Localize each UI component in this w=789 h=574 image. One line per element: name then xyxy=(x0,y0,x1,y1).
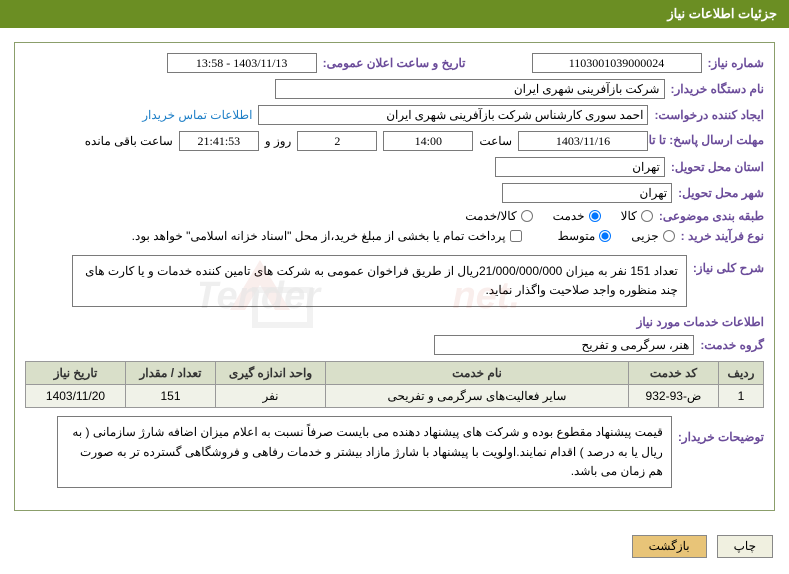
deadline-label: مهلت ارسال پاسخ: تا تاریخ: xyxy=(654,133,764,149)
service-group-field xyxy=(434,335,694,355)
proc-partial-radio[interactable] xyxy=(663,230,675,242)
buyer-org-label: نام دستگاه خریدار: xyxy=(671,82,765,96)
cat-both-option[interactable]: کالا/خدمت xyxy=(465,209,532,223)
cat-both-radio[interactable] xyxy=(521,210,533,222)
deadline-time-field xyxy=(383,131,473,151)
requester-field xyxy=(258,105,648,125)
buyer-contact-link[interactable]: اطلاعات تماس خریدار xyxy=(142,108,252,122)
public-date-label: تاریخ و ساعت اعلان عمومی: xyxy=(323,56,466,70)
proc-partial-option[interactable]: جزیی xyxy=(631,229,674,243)
td-unit: نفر xyxy=(216,385,326,408)
buyer-notes-label: توضیحات خریدار: xyxy=(678,430,764,444)
payment-checkbox[interactable] xyxy=(510,230,522,242)
td-code: ض-93-932 xyxy=(629,385,719,408)
deadline-date-field xyxy=(518,131,648,151)
table-row: 1 ض-93-932 سایر فعالیت‌های سرگرمی و تفری… xyxy=(26,385,764,408)
th-code: کد خدمت xyxy=(629,362,719,385)
services-table: ردیف کد خدمت نام خدمت واحد اندازه گیری ت… xyxy=(25,361,764,408)
buyer-org-field xyxy=(275,79,665,99)
province-field xyxy=(495,157,665,177)
cat-service-option[interactable]: خدمت xyxy=(553,209,601,223)
th-name: نام خدمت xyxy=(326,362,629,385)
time-label: ساعت xyxy=(479,134,512,148)
cat-service-radio[interactable] xyxy=(589,210,601,222)
time-remaining-field xyxy=(179,131,259,151)
need-number-label: شماره نیاز: xyxy=(708,56,764,70)
button-bar: چاپ بازگشت xyxy=(0,525,789,574)
cat-goods-radio[interactable] xyxy=(641,210,653,222)
td-qty: 151 xyxy=(126,385,216,408)
table-header-row: ردیف کد خدمت نام خدمت واحد اندازه گیری ت… xyxy=(26,362,764,385)
th-date: تاریخ نیاز xyxy=(26,362,126,385)
city-field xyxy=(502,183,672,203)
header-title: جزئیات اطلاعات نیاز xyxy=(667,6,777,21)
requester-label: ایجاد کننده درخواست: xyxy=(654,108,764,122)
proc-medium-radio[interactable] xyxy=(599,230,611,242)
th-qty: تعداد / مقدار xyxy=(126,362,216,385)
process-radio-group: جزیی متوسط xyxy=(558,229,675,243)
cat-goods-option[interactable]: کالا xyxy=(621,209,653,223)
category-label: طبقه بندی موضوعی: xyxy=(659,209,764,223)
td-date: 1403/11/20 xyxy=(26,385,126,408)
proc-medium-option[interactable]: متوسط xyxy=(558,229,612,243)
days-and-label: روز و xyxy=(265,134,292,148)
remaining-label: ساعت باقی مانده xyxy=(85,134,173,148)
service-group-label: گروه خدمت: xyxy=(700,338,764,352)
province-label: استان محل تحویل: xyxy=(671,160,764,174)
buyer-notes-box: قیمت پیشنهاد مقطوع بوده و شرکت های پیشنه… xyxy=(57,416,672,488)
category-radio-group: کالا خدمت کالا/خدمت xyxy=(465,209,653,223)
details-frame: شماره نیاز: تاریخ و ساعت اعلان عمومی: نا… xyxy=(14,42,775,511)
payment-note-text: پرداخت تمام یا بخشی از مبلغ خرید،از محل … xyxy=(132,229,506,243)
page-header: جزئیات اطلاعات نیاز xyxy=(0,0,789,28)
public-date-field xyxy=(167,53,317,73)
td-idx: 1 xyxy=(719,385,764,408)
th-unit: واحد اندازه گیری xyxy=(216,362,326,385)
city-label: شهر محل تحویل: xyxy=(678,186,764,200)
payment-note-item[interactable]: پرداخت تمام یا بخشی از مبلغ خرید،از محل … xyxy=(132,229,522,243)
services-section-title: اطلاعات خدمات مورد نیاز xyxy=(25,315,764,329)
days-remaining-field xyxy=(297,131,377,151)
process-label: نوع فرآیند خرید : xyxy=(681,229,764,243)
desc-box: تعداد 151 نفر به میزان 21/000/000/000ریا… xyxy=(72,255,687,307)
back-button[interactable]: بازگشت xyxy=(632,535,707,558)
need-number-field xyxy=(532,53,702,73)
td-name: سایر فعالیت‌های سرگرمی و تفریحی xyxy=(326,385,629,408)
th-row: ردیف xyxy=(719,362,764,385)
print-button[interactable]: چاپ xyxy=(717,535,773,558)
desc-label: شرح کلی نیاز: xyxy=(693,261,764,275)
